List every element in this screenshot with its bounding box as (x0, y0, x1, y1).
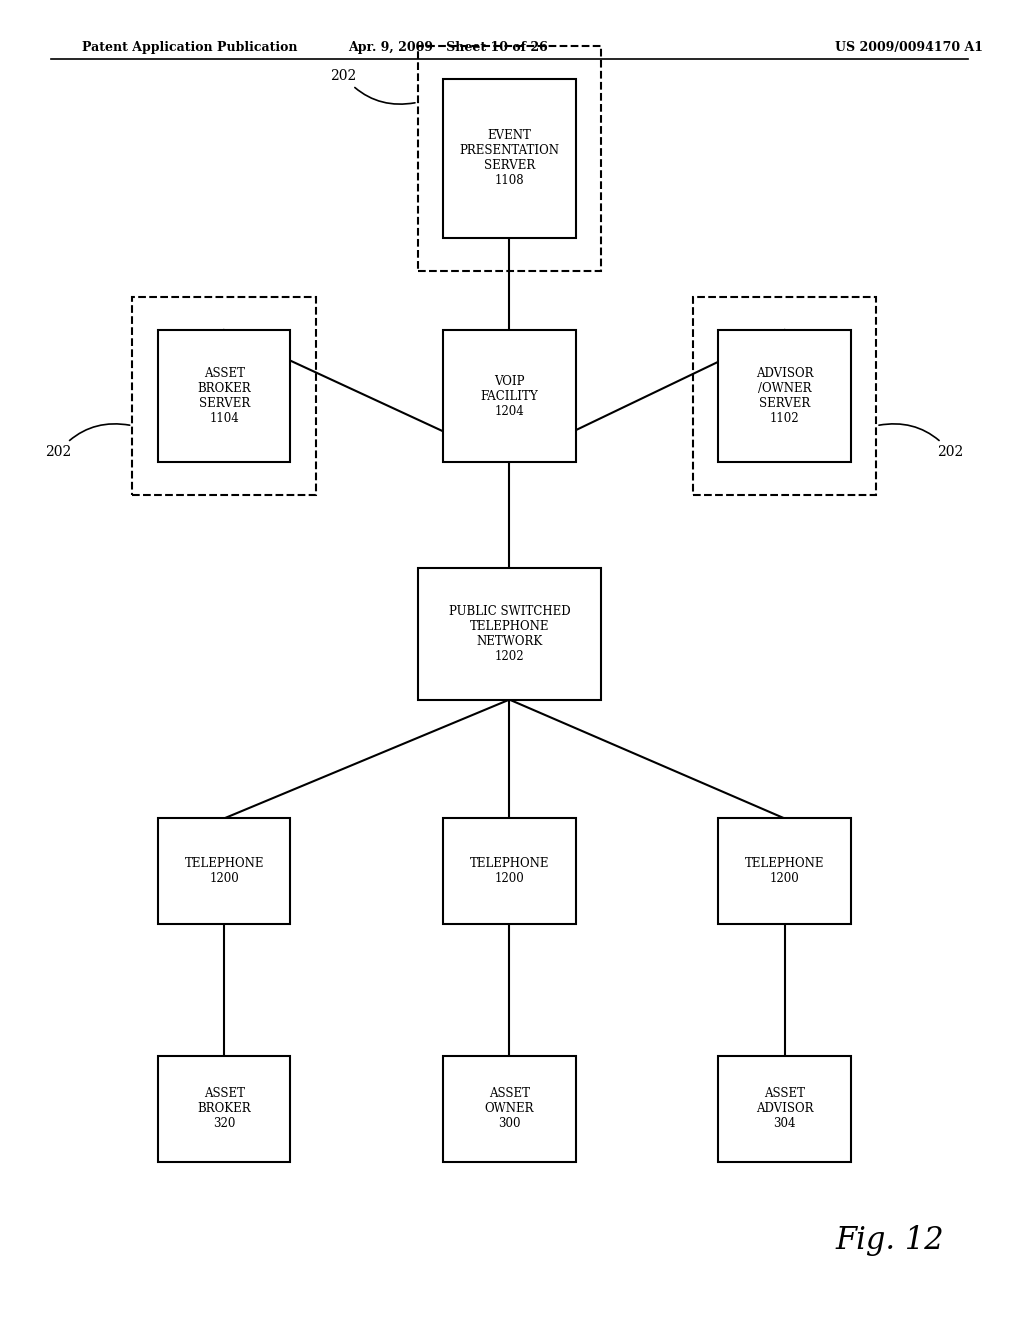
Text: ASSET
BROKER
320: ASSET BROKER 320 (198, 1088, 251, 1130)
FancyBboxPatch shape (443, 818, 575, 924)
Text: Patent Application Publication: Patent Application Publication (82, 41, 297, 54)
Text: 202: 202 (331, 69, 415, 104)
Text: VOIP
FACILITY
1204: VOIP FACILITY 1204 (480, 375, 539, 417)
Text: ASSET
OWNER
300: ASSET OWNER 300 (484, 1088, 535, 1130)
Text: 202: 202 (879, 424, 964, 459)
FancyBboxPatch shape (443, 330, 575, 462)
FancyBboxPatch shape (443, 79, 575, 238)
FancyBboxPatch shape (158, 818, 291, 924)
Text: ASSET
BROKER
SERVER
1104: ASSET BROKER SERVER 1104 (198, 367, 251, 425)
Text: Apr. 9, 2009   Sheet 10 of 26: Apr. 9, 2009 Sheet 10 of 26 (348, 41, 548, 54)
Text: TELEPHONE
1200: TELEPHONE 1200 (744, 857, 824, 886)
FancyBboxPatch shape (718, 1056, 851, 1162)
FancyBboxPatch shape (158, 1056, 291, 1162)
Text: TELEPHONE
1200: TELEPHONE 1200 (184, 857, 264, 886)
Text: 202: 202 (45, 424, 130, 459)
Text: PUBLIC SWITCHED
TELEPHONE
NETWORK
1202: PUBLIC SWITCHED TELEPHONE NETWORK 1202 (449, 605, 570, 663)
Text: ADVISOR
/OWNER
SERVER
1102: ADVISOR /OWNER SERVER 1102 (756, 367, 813, 425)
FancyBboxPatch shape (418, 568, 601, 700)
Text: TELEPHONE
1200: TELEPHONE 1200 (470, 857, 549, 886)
FancyBboxPatch shape (443, 1056, 575, 1162)
Text: ASSET
ADVISOR
304: ASSET ADVISOR 304 (756, 1088, 813, 1130)
FancyBboxPatch shape (718, 330, 851, 462)
FancyBboxPatch shape (158, 330, 291, 462)
Text: EVENT
PRESENTATION
SERVER
1108: EVENT PRESENTATION SERVER 1108 (460, 129, 559, 187)
FancyBboxPatch shape (718, 818, 851, 924)
Text: Fig. 12: Fig. 12 (836, 1225, 944, 1257)
Text: US 2009/0094170 A1: US 2009/0094170 A1 (836, 41, 983, 54)
